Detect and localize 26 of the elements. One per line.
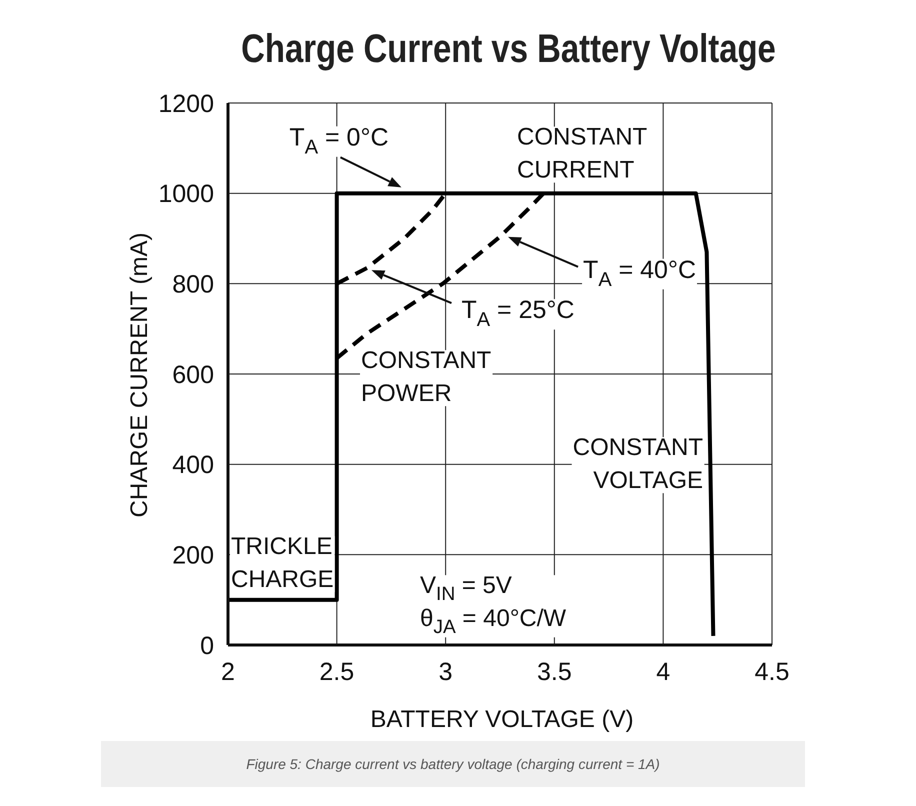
annotation: TRICKLE CHARGE bbox=[231, 533, 334, 594]
text: V$_{IN}$ = 5V θ$_{JA}$ = 40°C/W bbox=[420, 572, 566, 638]
text: T$_{A}$ = 40°C bbox=[583, 256, 696, 290]
x-tick-label: 4.5 bbox=[754, 658, 790, 686]
annotation: CONSTANT POWER bbox=[361, 347, 492, 408]
caption: Figure 5: Charge current vs battery voltage (charging current = 1A) bbox=[246, 756, 660, 772]
y-tick-label: 0 bbox=[200, 632, 214, 660]
series-label: T$_{A}$ = 0°C bbox=[289, 123, 389, 158]
annotation: CONSTANT CURRENT bbox=[517, 124, 648, 184]
chart-title: Charge Current vs Battery Voltage bbox=[241, 26, 776, 71]
line-series bbox=[228, 191, 716, 638]
text: T$_{A}$ = 25°C bbox=[461, 296, 574, 331]
y-tick-label: 1200 bbox=[158, 90, 214, 118]
y-tick-label: 200 bbox=[172, 542, 214, 570]
x-tick-label: 2.5 bbox=[319, 658, 354, 686]
annotation: CONSTANT VOLTAGE bbox=[572, 434, 704, 494]
y-tick-label: 600 bbox=[172, 360, 214, 389]
x-tick-label: 3.5 bbox=[537, 658, 572, 686]
x-axis-title: BATTERY VOLTAGE (V) bbox=[370, 706, 634, 733]
x-tick-label: 3 bbox=[438, 658, 453, 686]
x-tick-label: 4 bbox=[656, 658, 670, 686]
x-tick-label: 2 bbox=[221, 658, 235, 686]
y-tick-label: 400 bbox=[172, 451, 214, 480]
y-tick-label: 800 bbox=[172, 270, 214, 299]
y-tick-label: 1000 bbox=[158, 180, 214, 208]
y-axis-title: CHARGE CURRENT (mA) bbox=[126, 232, 152, 518]
